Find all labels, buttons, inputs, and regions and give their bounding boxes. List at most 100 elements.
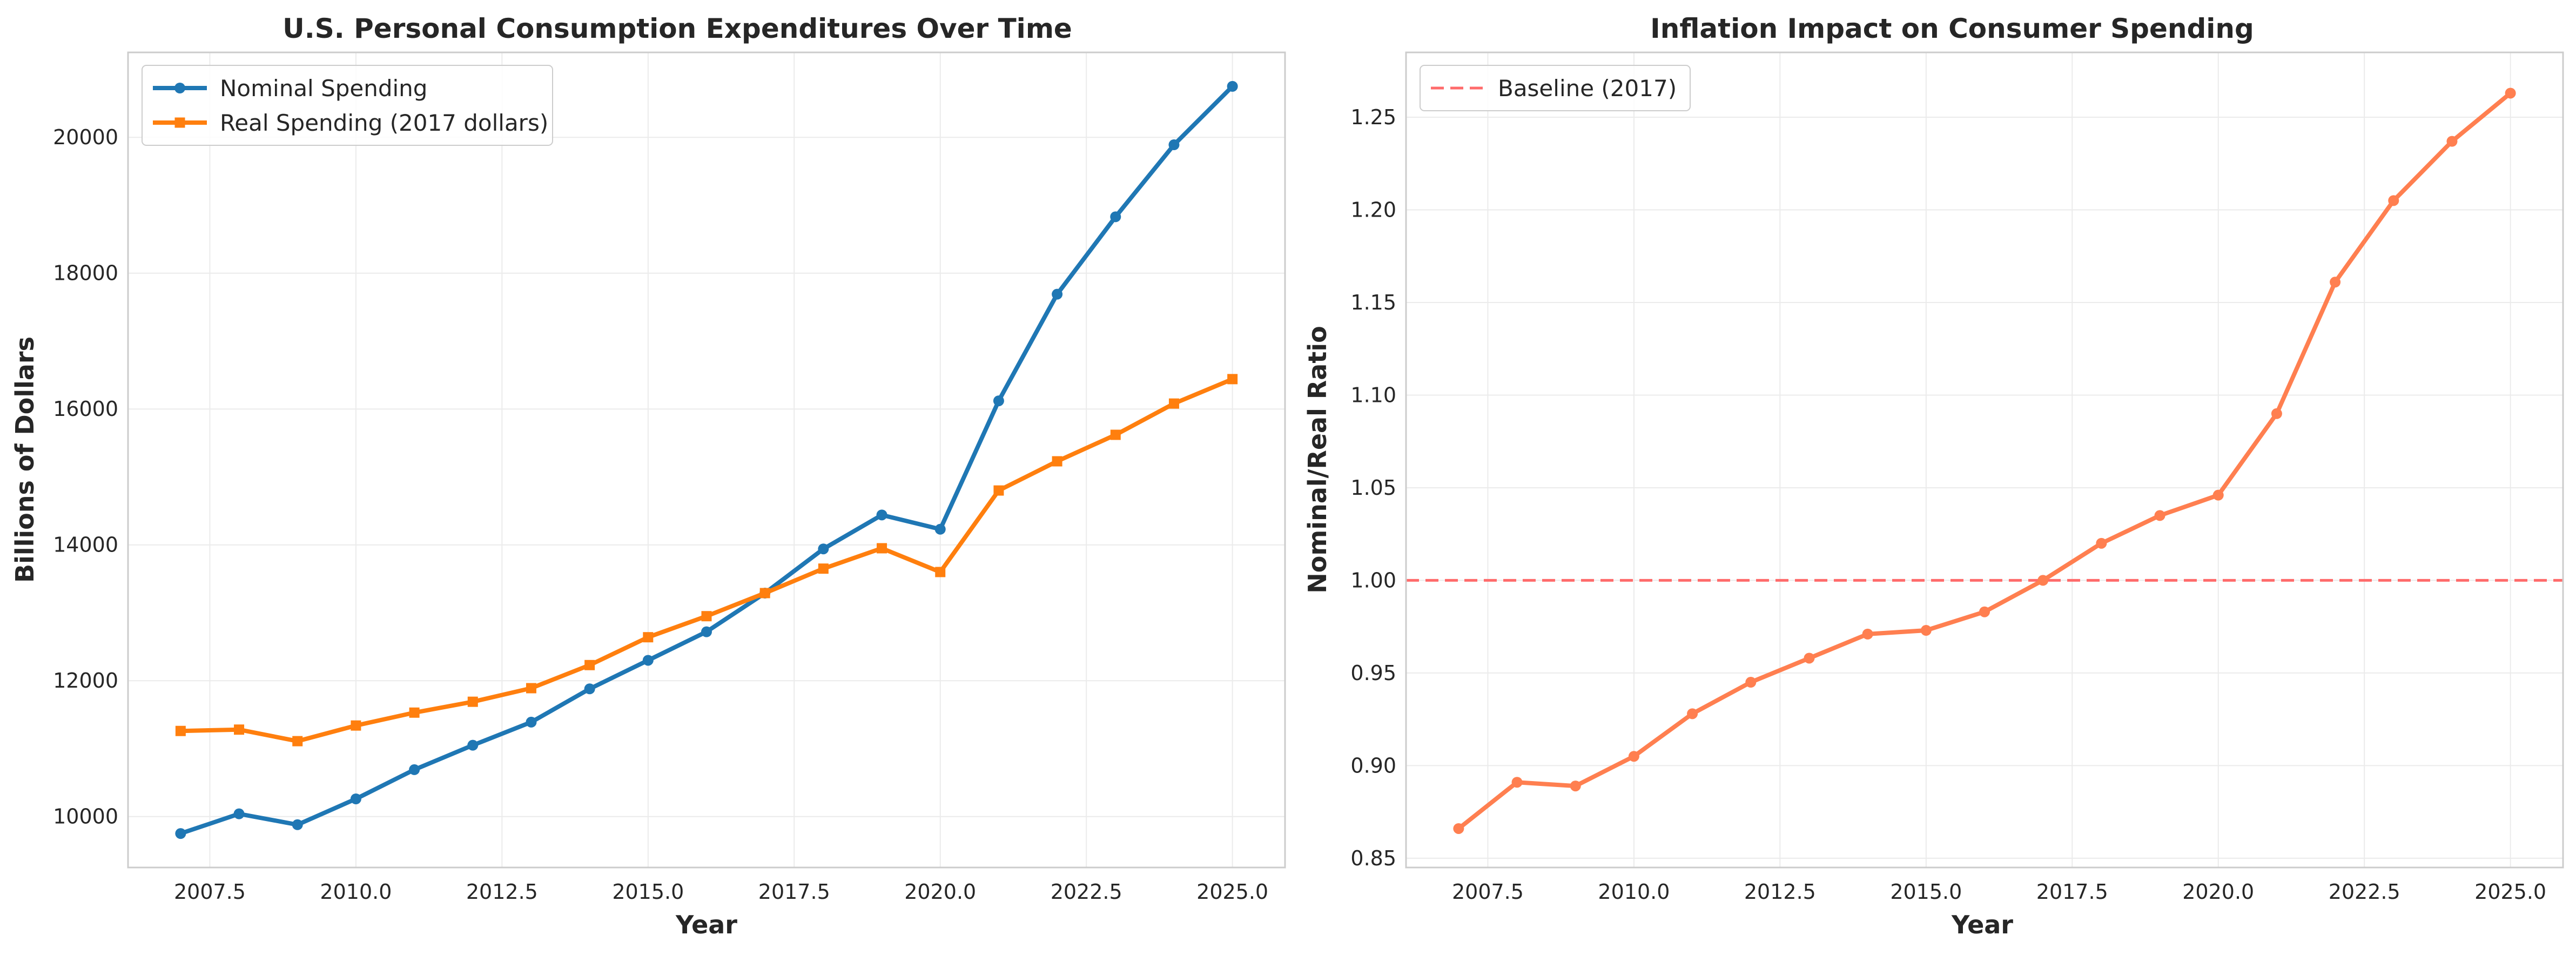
data-point <box>584 683 595 695</box>
x-tick-labels: 2007.5 2010.0 2012.5 2015.0 2017.5 2020.0 2022… <box>1452 880 2546 904</box>
y-tick-label: 1.15 <box>1350 291 1396 314</box>
series-layer <box>1453 88 2516 834</box>
plot-area <box>1406 52 2563 867</box>
y-tick-label: 0.90 <box>1350 754 1396 777</box>
legend-marker <box>174 83 185 93</box>
x-tick-label: 2007.5 <box>174 880 246 904</box>
data-point <box>993 395 1004 407</box>
series-layer <box>175 80 1238 839</box>
data-point <box>1110 211 1121 223</box>
chart-title: Inflation Impact on Consumer Spending <box>1650 13 2254 44</box>
data-point <box>1227 374 1238 385</box>
data-point <box>1052 288 1063 300</box>
data-point <box>526 683 536 694</box>
x-tick-label: 2017.5 <box>2036 880 2108 904</box>
x-tick-label: 2022.5 <box>2329 880 2400 904</box>
y-tick-label: 12000 <box>53 669 118 692</box>
data-point <box>1168 398 1179 409</box>
y-tick-labels: 10000 12000 14000 16000 18000 20000 <box>53 125 118 829</box>
data-point <box>350 793 361 804</box>
chart-nominal-real: U.S. Personal Consumption Expenditures O… <box>10 13 1286 939</box>
x-tick-label: 2007.5 <box>1452 880 1524 904</box>
legend-box <box>1420 65 1691 111</box>
data-point <box>175 725 186 736</box>
data-point <box>2505 88 2516 99</box>
data-point <box>467 696 478 707</box>
data-point <box>818 563 829 574</box>
data-point <box>292 736 303 746</box>
data-point <box>1168 139 1180 151</box>
y-tick-label: 1.10 <box>1350 383 1396 407</box>
y-tick-label: 1.20 <box>1350 198 1396 222</box>
data-point <box>1687 708 1698 719</box>
y-tick-label: 20000 <box>53 125 118 149</box>
x-tick-label: 2010.0 <box>320 880 392 904</box>
legend: Nominal Spending Real Spending (2017 doll… <box>142 65 553 146</box>
legend-label: Nominal Spending <box>220 75 427 102</box>
data-point <box>877 543 887 554</box>
data-point <box>467 739 479 751</box>
x-axis-label: Year <box>1951 910 2013 939</box>
y-tick-label: 1.05 <box>1350 476 1396 500</box>
data-point <box>584 660 595 670</box>
data-point <box>234 724 245 735</box>
y-tick-label: 18000 <box>53 261 118 285</box>
data-point <box>1804 653 1815 664</box>
data-point <box>701 611 712 622</box>
data-point <box>1745 677 1757 688</box>
legend-marker <box>174 117 185 128</box>
data-point <box>935 567 946 577</box>
data-point <box>2388 195 2399 206</box>
legend-label: Baseline (2017) <box>1498 75 1677 102</box>
data-point <box>1453 823 1464 834</box>
data-point <box>233 808 245 819</box>
data-point <box>1227 80 1238 92</box>
x-tick-label: 2012.5 <box>1744 880 1816 904</box>
y-tick-label: 0.85 <box>1350 846 1396 870</box>
data-point <box>1052 456 1062 467</box>
data-point <box>759 588 770 598</box>
data-point <box>1628 751 1639 762</box>
chart-title: U.S. Personal Consumption Expenditures O… <box>283 13 1072 44</box>
data-point <box>1110 429 1121 440</box>
data-point <box>701 626 712 637</box>
data-point <box>1920 625 1932 636</box>
legend: Baseline (2017) <box>1420 65 1691 111</box>
y-tick-label: 0.95 <box>1350 661 1396 685</box>
x-tick-label: 2012.5 <box>466 880 538 904</box>
x-tick-label: 2020.0 <box>904 880 976 904</box>
y-tick-label: 1.00 <box>1350 568 1396 592</box>
data-point <box>2096 537 2107 549</box>
data-point <box>351 720 361 731</box>
plot-frame <box>127 51 1286 869</box>
data-point <box>1511 777 1523 788</box>
data-point <box>292 819 303 830</box>
data-point <box>1570 781 1581 792</box>
data-point <box>2271 408 2282 419</box>
data-point <box>409 764 420 775</box>
x-tick-label: 2025.0 <box>2474 880 2546 904</box>
y-tick-label: 14000 <box>53 533 118 557</box>
data-point <box>2446 136 2458 147</box>
plot-area <box>128 52 1285 867</box>
plot-frame <box>1405 51 2564 869</box>
y-tick-label: 16000 <box>53 397 118 421</box>
data-point <box>2037 575 2049 586</box>
chart-ratio: Inflation Impact on Consumer Spending 20… <box>1303 13 2564 939</box>
x-tick-labels: 2007.5 2010.0 2012.5 2015.0 2017.5 2020.0 2022… <box>174 880 1268 904</box>
data-point <box>1979 606 1990 617</box>
data-point <box>409 707 420 718</box>
data-point <box>1862 628 1873 640</box>
data-point <box>2212 489 2224 501</box>
data-point <box>993 485 1004 496</box>
x-axis-label: Year <box>675 910 737 939</box>
data-point <box>934 523 946 535</box>
x-tick-label: 2015.0 <box>612 880 684 904</box>
y-axis-label: Billions of Dollars <box>10 337 39 583</box>
data-point <box>643 632 654 643</box>
y-axis-label: Nominal/Real Ratio <box>1303 326 1332 593</box>
x-tick-label: 2015.0 <box>1890 880 1962 904</box>
y-tick-label: 1.25 <box>1350 105 1396 129</box>
x-tick-label: 2017.5 <box>758 880 830 904</box>
data-point <box>526 716 537 728</box>
